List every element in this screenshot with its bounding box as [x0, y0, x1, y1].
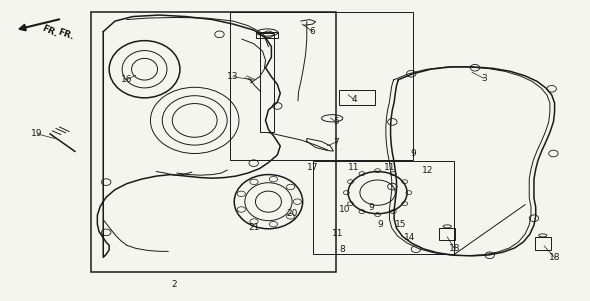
Text: 8: 8 — [339, 245, 345, 254]
Text: 12: 12 — [422, 166, 434, 175]
Text: 11: 11 — [332, 229, 343, 238]
Text: 21: 21 — [248, 223, 260, 232]
Text: 2: 2 — [171, 280, 177, 289]
Text: 6: 6 — [310, 27, 316, 36]
Bar — [256, 32, 278, 38]
Bar — [535, 237, 551, 250]
Text: 10: 10 — [339, 205, 351, 214]
Text: 17: 17 — [307, 163, 319, 172]
Text: 13: 13 — [227, 72, 239, 81]
Text: 11: 11 — [348, 163, 360, 172]
Text: 18: 18 — [549, 253, 560, 262]
Text: 11: 11 — [384, 163, 395, 172]
Text: 9: 9 — [410, 149, 416, 158]
Text: 4: 4 — [351, 95, 357, 104]
Text: 5: 5 — [333, 117, 339, 126]
Text: 9: 9 — [378, 220, 384, 229]
Bar — [260, 33, 274, 132]
Text: 14: 14 — [404, 233, 416, 242]
Text: FR.: FR. — [41, 24, 60, 39]
Text: 18: 18 — [448, 244, 460, 253]
Text: 15: 15 — [395, 220, 407, 229]
Bar — [339, 90, 375, 105]
Bar — [313, 161, 454, 254]
Bar — [91, 12, 336, 272]
Bar — [230, 12, 413, 160]
Text: 16: 16 — [121, 75, 133, 84]
Bar — [439, 228, 455, 240]
Text: 9: 9 — [369, 203, 375, 212]
Text: 3: 3 — [481, 74, 487, 83]
Text: 7: 7 — [333, 138, 339, 147]
Text: 20: 20 — [286, 209, 298, 218]
Text: FR.: FR. — [56, 27, 74, 41]
Text: 19: 19 — [31, 129, 43, 138]
